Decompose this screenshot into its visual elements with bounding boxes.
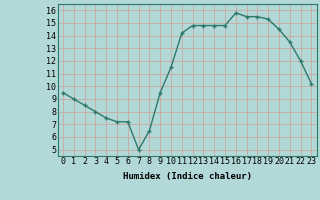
X-axis label: Humidex (Indice chaleur): Humidex (Indice chaleur) — [123, 172, 252, 181]
